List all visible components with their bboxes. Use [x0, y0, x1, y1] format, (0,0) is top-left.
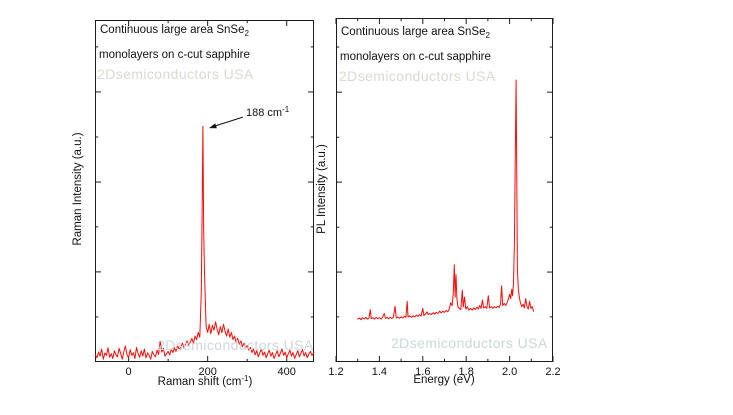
pl-x-axis-label-text: Energy (eV) [413, 374, 475, 386]
raman-peak-annotation: 188 cm-1 [246, 105, 289, 119]
raman-watermark-bottom: 2Dsemiconductors USA [157, 337, 314, 353]
raman-y-axis-label: Raman Intensity (a.u.) [72, 132, 84, 246]
pl-watermark-bottom: 2Dsemiconductors USA [391, 335, 548, 351]
raman-plot-frame [95, 20, 314, 362]
pl-title-text: Continuous large area SnSe [341, 26, 486, 38]
pl-plot-xtick-label: 1.2 [328, 366, 343, 378]
raman-title-subscript: 2 [244, 29, 249, 38]
pl-title-subscript: 2 [485, 31, 490, 40]
raman-x-axis-label-text: Raman shift (cm [157, 376, 242, 388]
raman-plot: 0 200 400 [94, 20, 315, 378]
raman-x-axis-label-end: ) [248, 376, 253, 388]
pl-plot: 1.2 1.4 1.6 1.8 2.0 2.2 [328, 18, 561, 378]
raman-plot-trace [94, 125, 315, 360]
raman-plot-annotation-arrow-line [212, 116, 244, 128]
raman-title-text: Continuous large area SnSe [100, 24, 245, 36]
pl-plot-xtick-label: 2.2 [545, 366, 560, 378]
pl-y-axis-label: PL Intensity (a.u.) [316, 144, 328, 234]
pl-title-line1: Continuous large area SnSe2 [341, 26, 490, 40]
pl-plot-xtick-label: 1.4 [372, 366, 387, 378]
raman-title-line2: monolayers on c-cut sapphire [99, 49, 250, 61]
raman-plot-annotation-arrowhead [208, 123, 217, 129]
pl-plot-xtick-label: 2.0 [502, 366, 517, 378]
raman-title-line1: Continuous large area SnSe2 [100, 24, 249, 38]
raman-x-axis-label-sup: -1 [241, 374, 249, 383]
raman-watermark-top: 2Dsemiconductors USA [97, 66, 254, 82]
pl-plot-trace [357, 79, 534, 321]
raman-plot-xtick-label: 0 [126, 366, 132, 378]
raman-plot-xtick-label: 400 [278, 366, 296, 378]
pl-watermark-top: 2Dsemiconductors USA [339, 68, 496, 84]
pl-title-line2: monolayers on c-cut sapphire [340, 51, 491, 63]
raman-peak-annotation-text: 188 cm [246, 107, 283, 119]
pl-x-axis-label: Energy (eV) [344, 374, 544, 386]
raman-x-axis-label: Raman shift (cm-1) [105, 374, 305, 388]
pl-plot-xtick-label: 1.6 [415, 366, 430, 378]
raman-plot-xtick-label: 200 [198, 366, 216, 378]
raman-peak-annotation-sup: -1 [282, 105, 290, 114]
pl-plot-xtick-label: 1.8 [459, 366, 474, 378]
